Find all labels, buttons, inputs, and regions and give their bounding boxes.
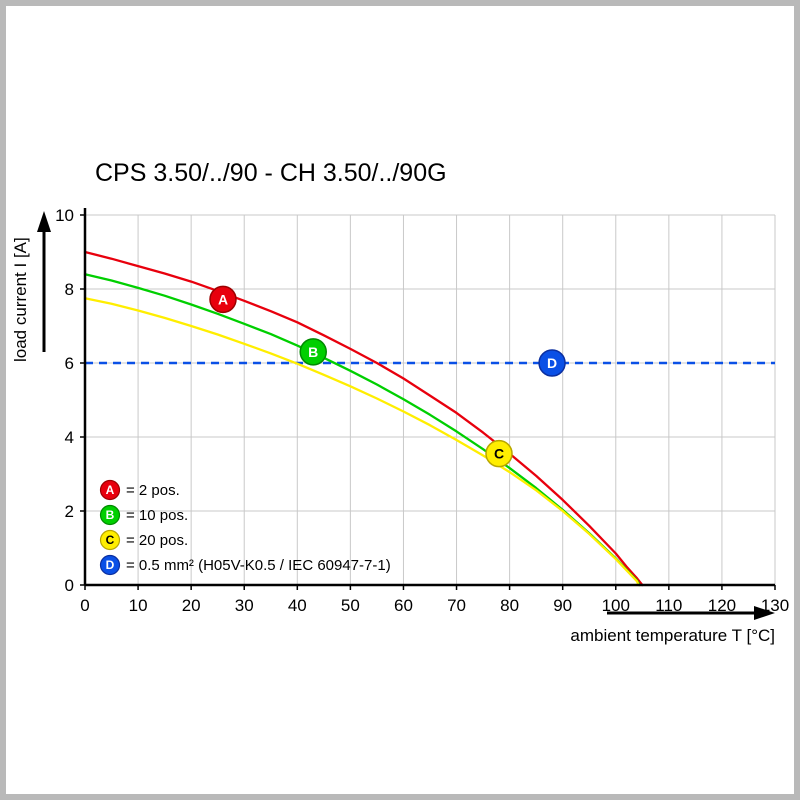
marker-B: B: [299, 338, 327, 366]
x-tick-label: 70: [447, 596, 466, 615]
legend-item-C: C = 20 pos.: [99, 529, 188, 551]
x-tick-label: 100: [602, 596, 630, 615]
curve-C: [83, 297, 640, 587]
x-tick-label: 10: [129, 596, 148, 615]
x-tick-label: 30: [235, 596, 254, 615]
chart-title: CPS 3.50/../90 - CH 3.50/../90G: [95, 159, 447, 187]
legend-label-A: = 2 pos.: [126, 482, 180, 499]
x-axis-arrowhead-icon: [754, 606, 775, 620]
marker-C: C: [485, 439, 513, 468]
legend-item-B: B = 10 pos.: [99, 504, 188, 526]
svg-text:A: A: [218, 291, 228, 307]
x-tick-label: 0: [80, 596, 89, 615]
marker-D: D: [538, 349, 566, 377]
legend-label-C: = 20 pos.: [126, 532, 188, 549]
x-tick-label: 20: [182, 596, 201, 615]
x-tick-label: 110: [655, 596, 682, 615]
y-tick-label: 4: [65, 428, 74, 447]
x-tick-label: 120: [708, 596, 736, 615]
x-tick-label: 50: [341, 596, 360, 615]
y-axis-arrowhead-icon: [37, 211, 51, 232]
curve-A: [83, 250, 644, 587]
legend-label-B: = 10 pos.: [126, 507, 188, 524]
svg-text:D: D: [547, 355, 557, 371]
grid: [85, 214, 776, 585]
svg-text:B: B: [106, 508, 115, 522]
legend-item-D: D = 0.5 mm² (H05V-K0.5 / IEC 60947-7-1): [99, 554, 391, 576]
legend-item-A: A = 2 pos.: [99, 479, 180, 501]
svg-text:B: B: [308, 344, 318, 360]
tick-labels: 0 10 20 30 40 50 60 70 80 90 100 110 120 130 0 2 4 6 8 10: [55, 206, 789, 615]
y-tick-label: 8: [65, 280, 74, 299]
y-tick-label: 10: [55, 206, 74, 225]
x-tick-label: 90: [553, 596, 572, 615]
y-tick-label: 2: [65, 502, 74, 521]
svg-text:D: D: [106, 558, 115, 572]
marker-A: A: [209, 285, 237, 314]
legend-label-D: = 0.5 mm² (H05V-K0.5 / IEC 60947-7-1): [126, 557, 391, 574]
x-tick-label: 60: [394, 596, 413, 615]
legend: A = 2 pos. B = 10 pos. C = 20 pos. D = 0.5 mm² …: [99, 479, 391, 576]
x-axis-label: ambient temperature T [°C]: [570, 626, 775, 645]
x-tick-label: 80: [500, 596, 519, 615]
y-tick-label: 0: [65, 576, 74, 595]
svg-text:C: C: [106, 533, 115, 547]
y-axis-label: load current I [A]: [11, 237, 30, 362]
curve-markers: A B C D: [209, 285, 566, 468]
y-tick-label: 6: [65, 354, 74, 373]
curves: [83, 250, 644, 587]
svg-text:A: A: [106, 483, 115, 497]
svg-text:C: C: [494, 446, 504, 462]
axes: [80, 208, 776, 590]
x-tick-label: 130: [761, 596, 789, 615]
x-tick-label: 40: [288, 596, 307, 615]
